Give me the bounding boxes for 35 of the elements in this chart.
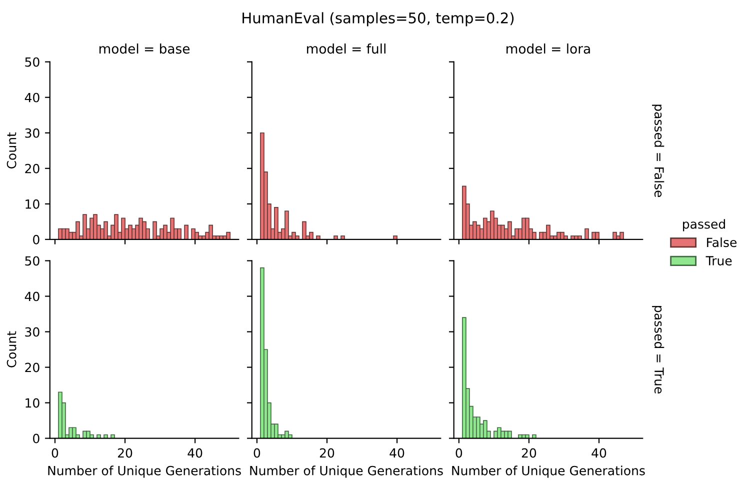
legend-title: passed <box>683 219 725 232</box>
x-axis-title: Number of Unique Generations <box>48 466 241 478</box>
y-axis-title: Count <box>6 132 16 168</box>
y-tick-label: 20 <box>25 362 40 372</box>
y-tick-label: 10 <box>26 199 40 209</box>
chart-title: model = base <box>99 43 190 54</box>
text: passed = False <box>652 104 664 197</box>
y-tick-label: 40 <box>24 92 40 102</box>
legend-label: False <box>707 237 737 248</box>
x-tick-label: 20 <box>118 448 132 458</box>
y-tick-label: 10 <box>26 398 40 408</box>
y-tick-label: 50 <box>25 57 40 67</box>
x-tick-label: 40 <box>592 448 606 458</box>
x-tick-label: 20 <box>522 448 536 458</box>
x-tick-label: 40 <box>188 448 202 458</box>
y-tick-label: 40 <box>24 292 40 302</box>
chart-title: model = lora <box>506 43 590 54</box>
y-tick-label: 20 <box>25 164 40 174</box>
x-tick-label: 40 <box>390 448 404 458</box>
x-axis-title: Number of Unique Generations <box>452 466 645 478</box>
chart-title: model = full <box>307 43 386 54</box>
y-tick-label: 0 <box>33 234 40 244</box>
text: passed = True <box>652 306 664 394</box>
y-tick-label: 30 <box>25 128 40 138</box>
x-tick-label: 0 <box>254 448 260 458</box>
y-axis-title: Count <box>6 331 16 368</box>
text: HumanEval (samples=50, temp=0.2) <box>242 12 514 26</box>
x-tick-label: 0 <box>52 448 58 458</box>
x-axis-title: Number of Unique Generations <box>250 466 443 478</box>
y-tick-label: 30 <box>25 327 40 337</box>
y-tick-label: 0 <box>33 434 40 444</box>
x-tick-label: 20 <box>320 448 334 458</box>
x-tick-label: 0 <box>456 448 462 458</box>
legend-label: True <box>706 256 732 266</box>
y-tick-label: 50 <box>25 256 40 266</box>
